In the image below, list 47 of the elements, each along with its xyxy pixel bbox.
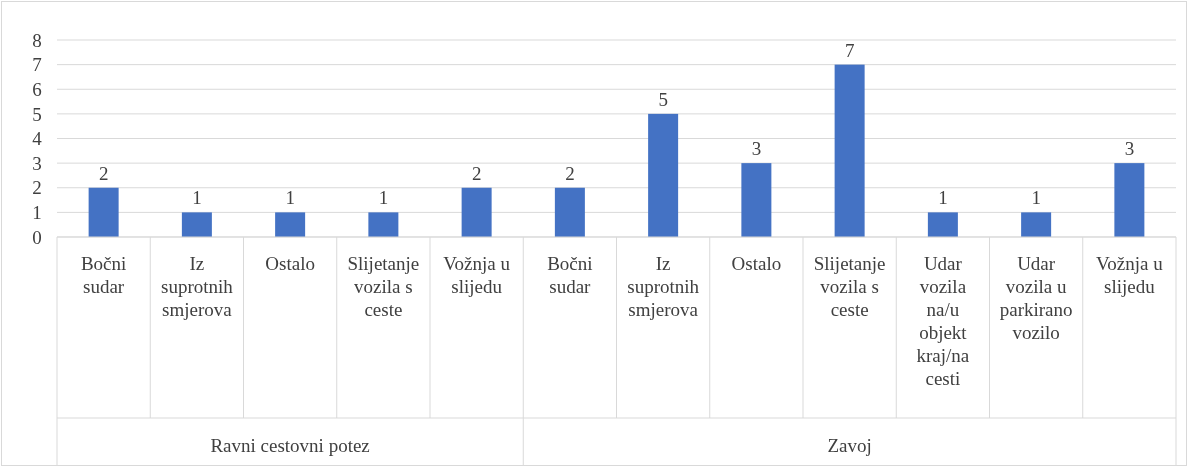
bar xyxy=(275,212,306,237)
y-tick-label: 2 xyxy=(32,177,42,199)
y-tick-label: 3 xyxy=(32,152,42,174)
x-tick-label: Udar vozila na/u objekt kraj/na cesti xyxy=(916,253,970,389)
data-label: 7 xyxy=(844,39,855,61)
bar xyxy=(554,187,585,237)
data-label: 2 xyxy=(471,162,482,184)
text: Ravni cestovni potez xyxy=(210,435,370,456)
x-tick-label: Ostalo xyxy=(731,253,782,274)
x-tick-label: Ostalo xyxy=(265,253,315,274)
data-label: 1 xyxy=(192,187,202,209)
text: Zavoj xyxy=(827,435,872,456)
y-tick-label: 4 xyxy=(32,128,43,150)
bar xyxy=(648,113,679,237)
y-tick-label: 7 xyxy=(32,54,42,76)
y-tick-label: 6 xyxy=(32,78,42,100)
y-tick-label: 1 xyxy=(32,202,42,224)
bar xyxy=(368,212,399,237)
data-label: 2 xyxy=(98,162,109,184)
data-label: 1 xyxy=(378,187,389,209)
data-label: 1 xyxy=(938,187,948,209)
bar xyxy=(741,163,772,237)
data-label: 5 xyxy=(658,88,668,110)
y-tick-label: 0 xyxy=(32,226,42,248)
bar xyxy=(88,187,119,237)
y-tick-label: 5 xyxy=(32,103,42,125)
x-tick-label: Iz suprotnih smjerova xyxy=(627,253,700,320)
x-tick-label: Iz suprotnih smjerova xyxy=(160,253,234,320)
bar xyxy=(181,212,212,237)
bar xyxy=(927,212,958,237)
bar xyxy=(1021,212,1052,237)
data-label: 1 xyxy=(1031,187,1041,209)
x-tick-label: Bočni sudar xyxy=(80,253,127,297)
bar xyxy=(834,64,865,237)
x-tick-label: Vožnja u slijedu xyxy=(1096,253,1164,297)
bar xyxy=(1114,163,1145,237)
x-tick-label: Slijetanje vozila s ceste xyxy=(813,253,886,320)
data-label: 1 xyxy=(285,187,295,209)
data-label: 3 xyxy=(1124,138,1135,160)
y-tick-label: 8 xyxy=(32,29,42,51)
data-label: 3 xyxy=(751,138,762,160)
x-tick-label: Vožnja u slijedu xyxy=(443,253,511,297)
x-tick-label: Udar vozila u parkirano vozilo xyxy=(999,253,1073,343)
x-tick-label: Bočni sudar xyxy=(547,253,593,297)
data-label: 2 xyxy=(565,162,575,184)
x-tick-label: Slijetanje vozila s ceste xyxy=(347,253,420,320)
bar xyxy=(461,187,492,237)
